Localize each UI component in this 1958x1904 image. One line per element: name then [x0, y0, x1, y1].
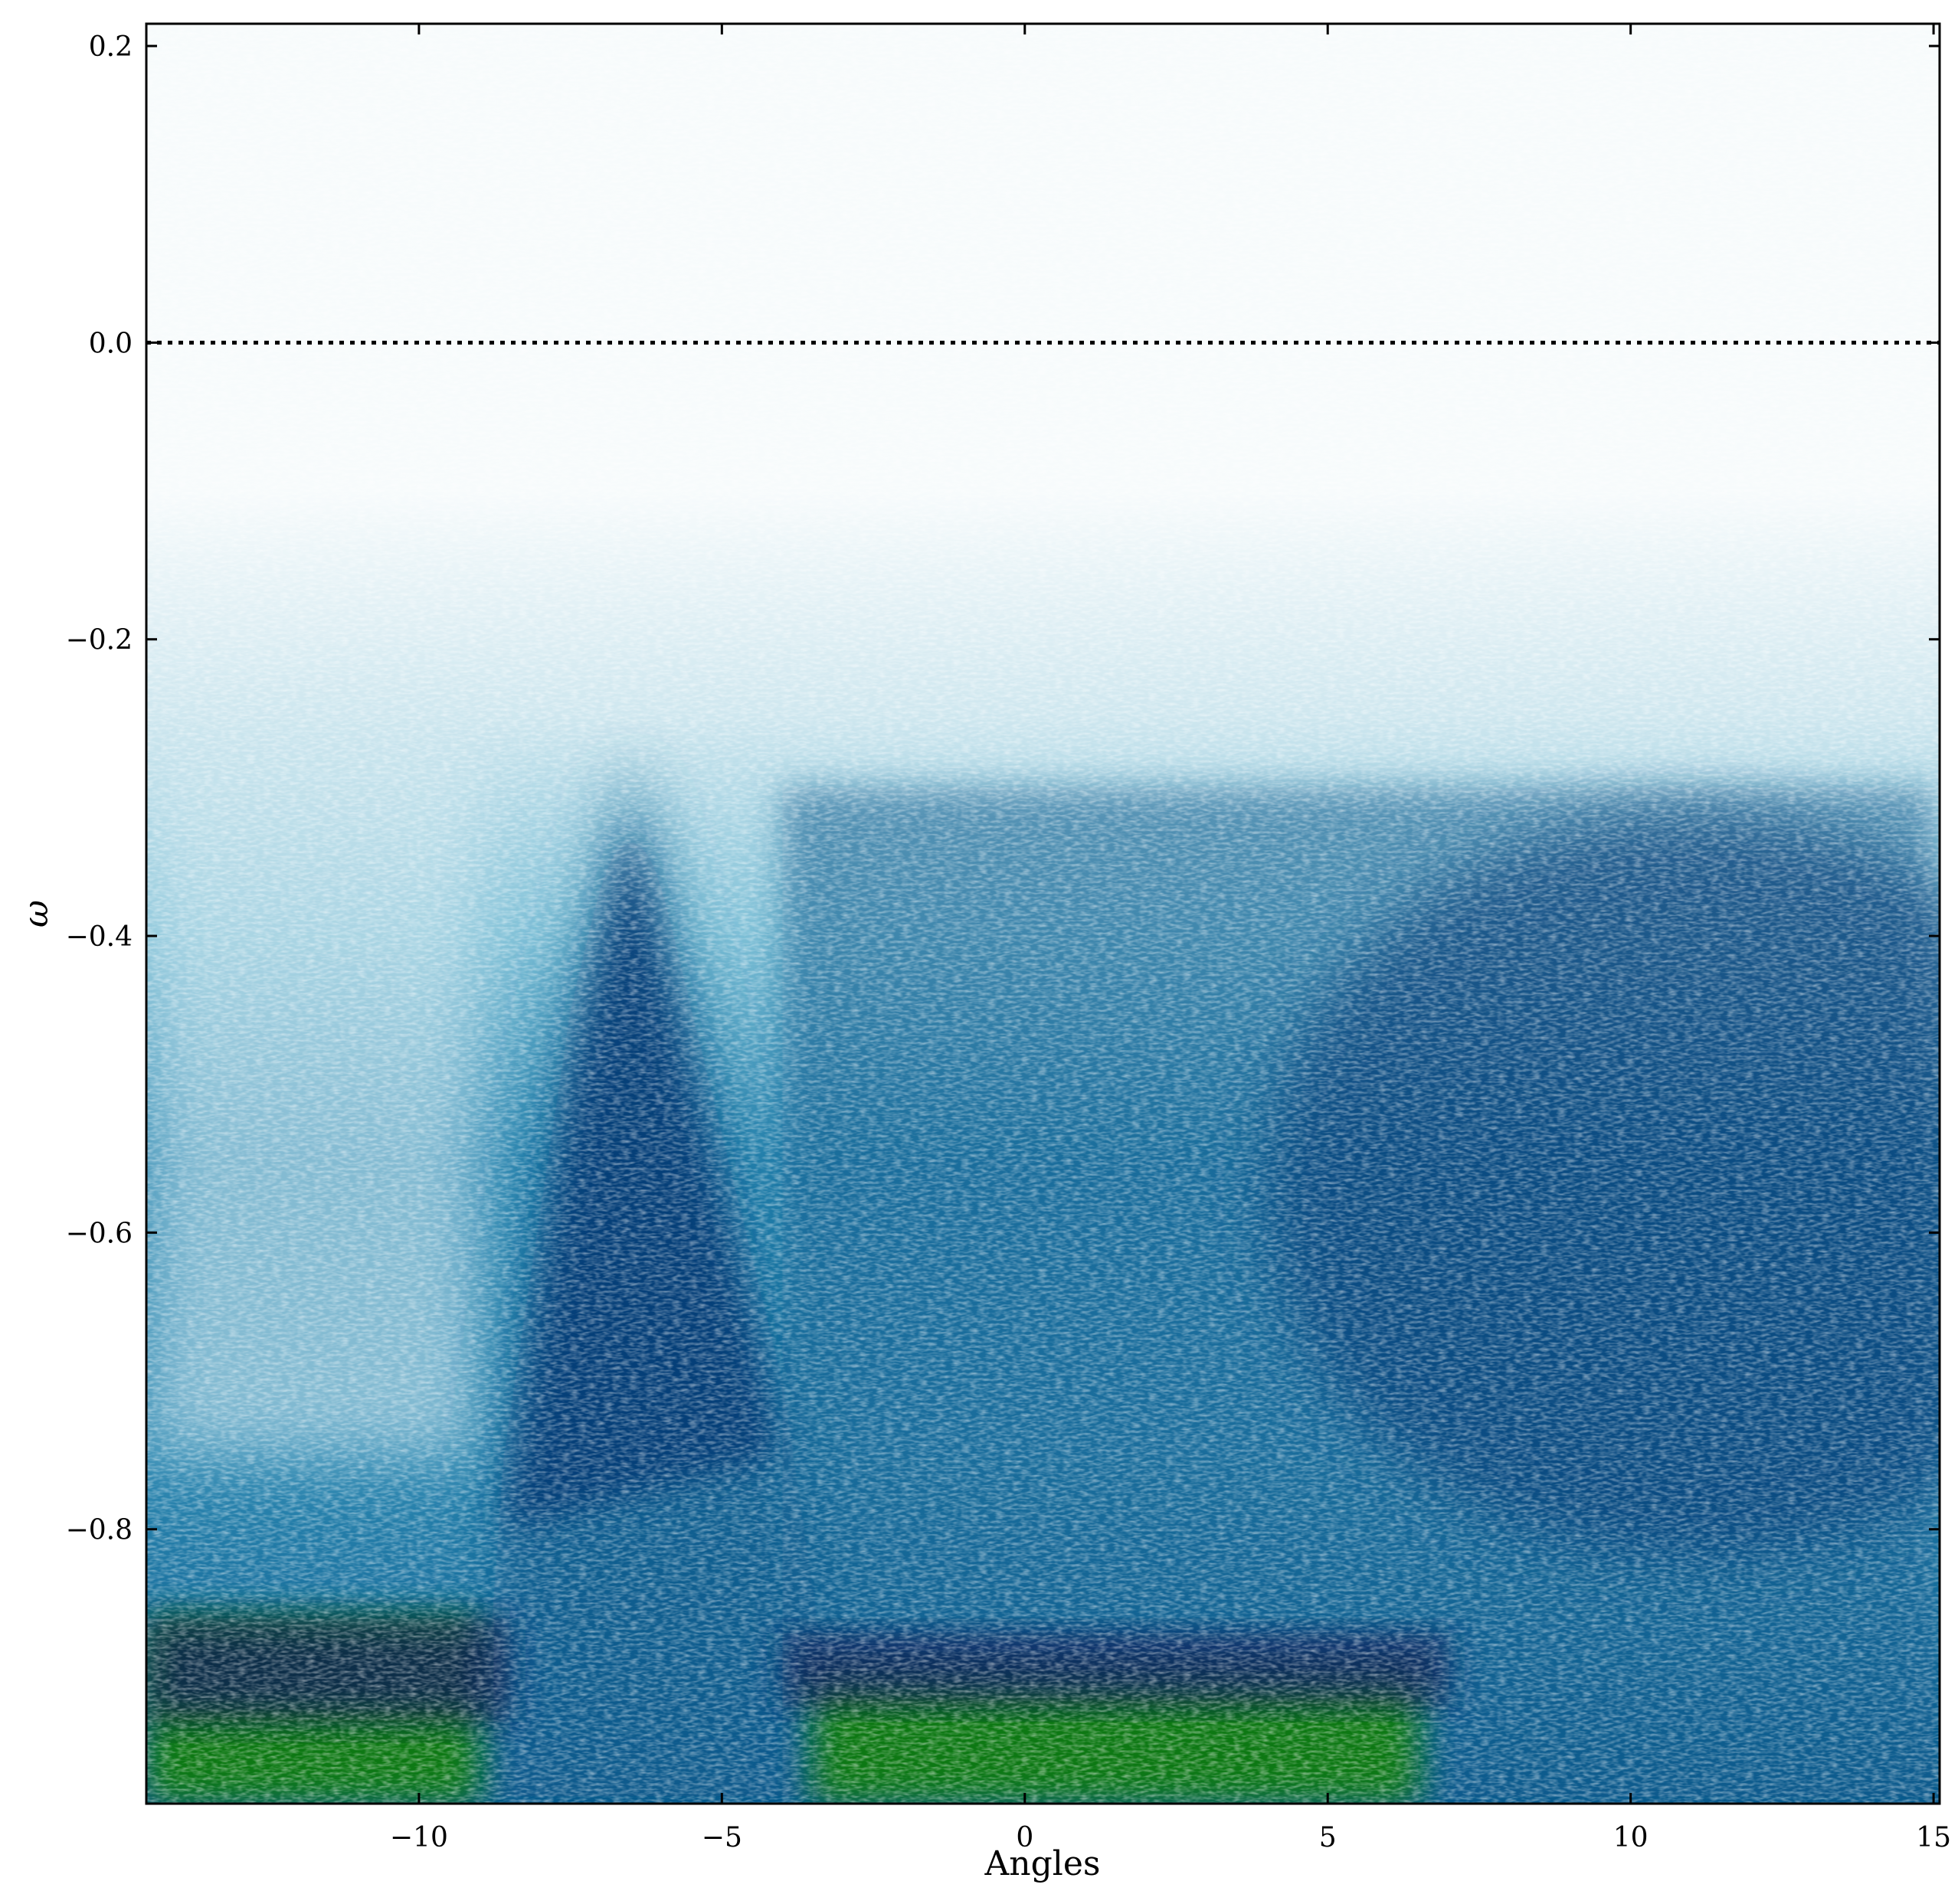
y-tick-label: −0.2	[66, 625, 133, 656]
x-tick-label: 15	[1916, 1822, 1951, 1853]
x-tick-label: −5	[702, 1822, 742, 1853]
y-axis: 0.2 0.0 −0.2 −0.4 −0.6 −0.8	[66, 31, 1940, 1546]
y-tick-label: 0.2	[89, 31, 133, 63]
x-tick-label: 5	[1319, 1822, 1337, 1853]
x-tick-label: −10	[390, 1822, 448, 1853]
x-axis-title: Angles	[984, 1844, 1101, 1883]
y-tick-label: −0.8	[66, 1515, 133, 1546]
y-axis-title: ω	[17, 900, 56, 927]
x-tick-label: 0	[1016, 1822, 1033, 1853]
plot-area	[146, 24, 1940, 1804]
x-axis: −10 −5 0 5 10 15	[390, 24, 1951, 1853]
heatmap-noise-texture	[146, 24, 1940, 1804]
y-tick-label: −0.6	[66, 1218, 133, 1249]
x-tick-label: 10	[1613, 1822, 1649, 1853]
y-tick-label: 0.0	[89, 328, 133, 359]
plot-frame	[145, 22, 1941, 1805]
y-tick-label: −0.4	[66, 921, 133, 953]
